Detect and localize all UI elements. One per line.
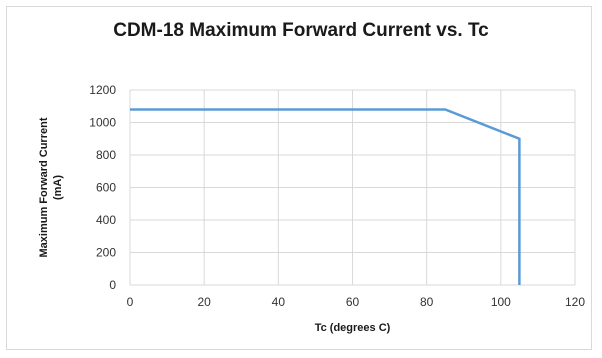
x-tick-label: 120 (565, 295, 585, 309)
y-tick-label: 400 (96, 213, 116, 227)
x-tick-label: 20 (197, 295, 211, 309)
series-line (130, 108, 521, 285)
series-lines (130, 108, 521, 285)
y-axis-title-line2: (mA) (52, 175, 64, 200)
chart-frame (6, 6, 592, 350)
chart-title: CDM-18 Maximum Forward Current vs. Tc (113, 20, 489, 41)
x-tick-label: 40 (272, 295, 286, 309)
x-tick-label: 80 (420, 295, 434, 309)
y-tick-label: 200 (96, 246, 116, 260)
gridlines (129, 89, 576, 286)
y-tick-label: 1200 (89, 83, 116, 97)
y-tick-labels: 0 200 400 600 800 1000 1200 (89, 83, 116, 292)
x-tick-label: 0 (127, 295, 134, 309)
x-tick-label: 60 (346, 295, 360, 309)
x-tick-labels: 0 20 40 60 80 100 120 (127, 295, 586, 309)
y-tick-label: 800 (96, 148, 116, 162)
x-tick-label: 100 (491, 295, 511, 309)
y-tick-label: 0 (109, 278, 116, 292)
x-axis-title: Tc (degrees C) (315, 322, 391, 334)
y-axis-title-line1: Maximum Forward Current (38, 117, 50, 257)
y-tick-label: 1000 (89, 116, 116, 130)
y-tick-label: 600 (96, 181, 116, 195)
